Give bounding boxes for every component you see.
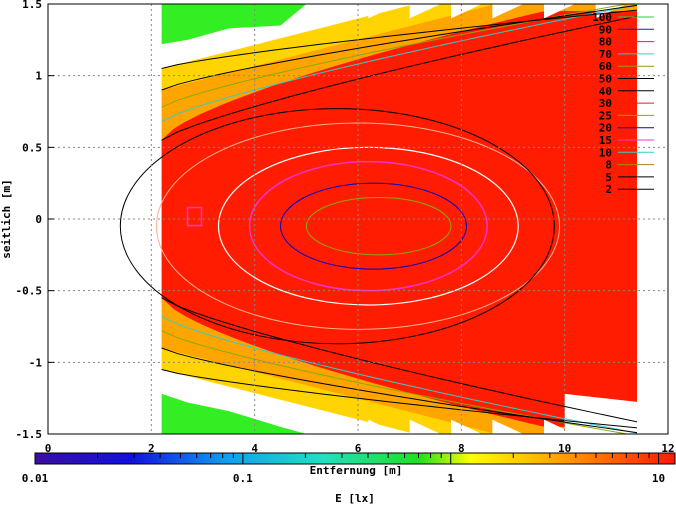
green-fringe-bottom (161, 393, 307, 434)
green-fringe-top (161, 4, 307, 45)
notch (492, 4, 524, 19)
notch (544, 4, 575, 19)
x-axis-label: Entfernung [m] (310, 464, 403, 477)
legend-label: 100 (592, 11, 612, 24)
y-axis-label: seitlich [m] (0, 179, 13, 258)
notch (451, 4, 482, 19)
legend-label: 80 (599, 36, 612, 49)
x-tick-label: 6 (355, 442, 362, 455)
notch (492, 419, 524, 434)
legend-label: 70 (599, 48, 612, 61)
contour-fan (161, 369, 638, 429)
legend-label: 25 (599, 109, 612, 122)
legend-label: 8 (605, 159, 612, 172)
contour-fan (161, 316, 638, 434)
legend-label: 60 (599, 60, 612, 73)
y-tick-label: 1 (35, 70, 42, 83)
notch (368, 4, 400, 19)
legend-label: 15 (599, 134, 612, 147)
legend-label: 5 (605, 171, 612, 184)
legend-label: 30 (599, 97, 612, 110)
colorbar-tick-label: 10 (652, 472, 665, 485)
colorbar-ticks: 0.01 0.1 1 10 (22, 453, 665, 485)
x-tick-label: 10 (558, 442, 571, 455)
y-axis-ticks: -1.5 -1 -0.5 0 0.5 1 1.5 (16, 0, 54, 441)
y-tick-label: 1.5 (22, 0, 42, 11)
contour-island (186, 206, 203, 227)
contour-fan (161, 347, 638, 434)
notch (332, 4, 364, 19)
legend-label: 40 (599, 85, 612, 98)
blank-right (637, 4, 668, 434)
contour-fan (161, 9, 638, 69)
contour-ring (305, 197, 452, 256)
contour-fan (161, 15, 638, 141)
contour-ring (119, 108, 555, 345)
contour-fan (161, 297, 638, 423)
notch (332, 419, 364, 434)
colorbar-tick-label: 1 (447, 472, 454, 485)
x-tick-label: 0 (45, 442, 52, 455)
colorbar: 0.01 0.1 1 10 E [lx] (22, 452, 676, 505)
contour-fan (161, 4, 638, 122)
x-tick-label: 4 (251, 442, 258, 455)
y-tick-label: -0.5 (16, 285, 43, 298)
y-tick-label: -1.5 (16, 428, 43, 441)
y-tick-label: 0.5 (22, 141, 42, 154)
legend-label: 20 (599, 122, 612, 135)
contour-fan (161, 4, 638, 91)
colorbar-label: E [lx] (335, 492, 375, 505)
colorbar-tick-label: 0.1 (233, 472, 253, 485)
x-axis-ticks: 0 2 4 6 8 10 12 (45, 442, 675, 455)
notch (544, 419, 575, 434)
colorbar-tick-label: 0.01 (22, 472, 49, 485)
x-tick-label: 2 (148, 442, 155, 455)
colorbar-gradient (34, 452, 676, 465)
notch (451, 419, 482, 434)
notch (409, 419, 441, 434)
legend-label: 90 (599, 23, 612, 36)
legend-label: 2 (605, 183, 612, 196)
legend-label: 10 (599, 146, 612, 159)
legend-label: 50 (599, 73, 612, 86)
contour-ring (280, 182, 467, 270)
x-tick-label: 8 (458, 442, 465, 455)
notch (368, 419, 400, 434)
notch (409, 4, 441, 19)
y-tick-label: 0 (35, 213, 42, 226)
contour-lines (119, 4, 638, 434)
x-tick-label: 12 (661, 442, 674, 455)
y-tick-label: -1 (29, 356, 43, 369)
